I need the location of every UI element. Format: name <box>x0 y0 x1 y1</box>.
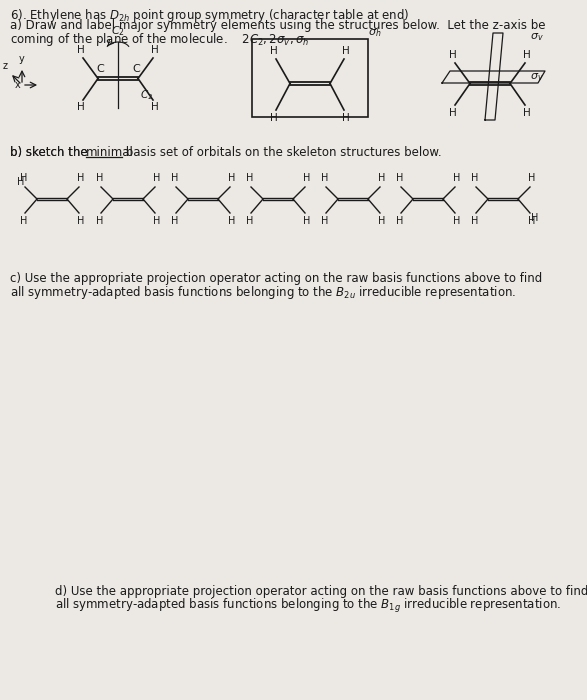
Text: $\sigma_v$: $\sigma_v$ <box>530 71 544 83</box>
Text: H: H <box>270 113 278 123</box>
Text: H: H <box>528 173 535 183</box>
Text: H: H <box>77 216 85 226</box>
Text: H: H <box>471 173 478 183</box>
Text: $C_2$: $C_2$ <box>140 88 153 102</box>
Text: a) Draw and label major symmetry elements using the structures below.  Let the z: a) Draw and label major symmetry element… <box>10 19 545 32</box>
Text: H: H <box>531 213 538 223</box>
Text: H: H <box>396 173 403 183</box>
Text: 6). Ethylene has $D_{2h}$ point group symmetry (character table at end): 6). Ethylene has $D_{2h}$ point group sy… <box>10 7 410 24</box>
Text: H: H <box>96 216 103 226</box>
Text: C: C <box>96 64 104 74</box>
Text: coming of the plane of the molecule.    $2C_2, 2\sigma_v, \sigma_h$: coming of the plane of the molecule. $2C… <box>10 31 309 48</box>
Text: c) Use the appropriate projection operator acting on the raw basis functions abo: c) Use the appropriate projection operat… <box>10 272 542 285</box>
Text: H: H <box>245 216 253 226</box>
Text: H: H <box>16 177 24 187</box>
Text: H: H <box>228 173 235 183</box>
Text: H: H <box>245 173 253 183</box>
Text: H: H <box>19 173 27 183</box>
Text: b) sketch the: b) sketch the <box>10 146 92 159</box>
Text: H: H <box>153 173 160 183</box>
Text: $C_2$: $C_2$ <box>111 25 125 38</box>
Text: H: H <box>453 173 460 183</box>
Text: H: H <box>153 216 160 226</box>
Text: H: H <box>171 173 178 183</box>
Text: all symmetry-adapted basis functions belonging to the $B_{2u}$ irreducible repre: all symmetry-adapted basis functions bel… <box>10 284 516 301</box>
Text: H: H <box>321 173 328 183</box>
Text: H: H <box>471 216 478 226</box>
Text: H: H <box>151 45 159 55</box>
Text: H: H <box>228 216 235 226</box>
Text: H: H <box>303 216 311 226</box>
Text: H: H <box>523 108 531 118</box>
Text: H: H <box>77 173 85 183</box>
Text: H: H <box>77 102 85 112</box>
Text: C: C <box>132 64 140 74</box>
Text: H: H <box>171 216 178 226</box>
Text: d) Use the appropriate projection operator acting on the raw basis functions abo: d) Use the appropriate projection operat… <box>55 585 587 598</box>
Text: H: H <box>77 45 85 55</box>
Text: H: H <box>270 46 278 56</box>
Text: H: H <box>378 173 386 183</box>
Text: H: H <box>342 46 350 56</box>
Text: y: y <box>19 54 25 64</box>
Text: basis set of orbitals on the skeleton structures below.: basis set of orbitals on the skeleton st… <box>122 146 441 159</box>
Text: H: H <box>523 50 531 60</box>
Text: H: H <box>378 216 386 226</box>
Text: H: H <box>449 108 457 118</box>
Text: x: x <box>14 80 20 90</box>
Text: minimal: minimal <box>86 146 134 159</box>
Text: $\sigma_v$: $\sigma_v$ <box>530 31 544 43</box>
Text: H: H <box>342 113 350 123</box>
Text: $\sigma_h$: $\sigma_h$ <box>368 27 382 39</box>
Text: H: H <box>19 216 27 226</box>
Text: all symmetry-adapted basis functions belonging to the $B_{1g}$ irreducible repre: all symmetry-adapted basis functions bel… <box>55 597 561 615</box>
Text: H: H <box>321 216 328 226</box>
Bar <box>252 39 368 117</box>
Text: z: z <box>3 61 8 71</box>
Text: H: H <box>151 102 159 112</box>
Text: H: H <box>303 173 311 183</box>
Text: H: H <box>449 50 457 60</box>
Text: H: H <box>528 216 535 226</box>
Text: b) sketch the: b) sketch the <box>10 146 92 159</box>
Text: H: H <box>453 216 460 226</box>
Text: H: H <box>96 173 103 183</box>
Text: H: H <box>396 216 403 226</box>
